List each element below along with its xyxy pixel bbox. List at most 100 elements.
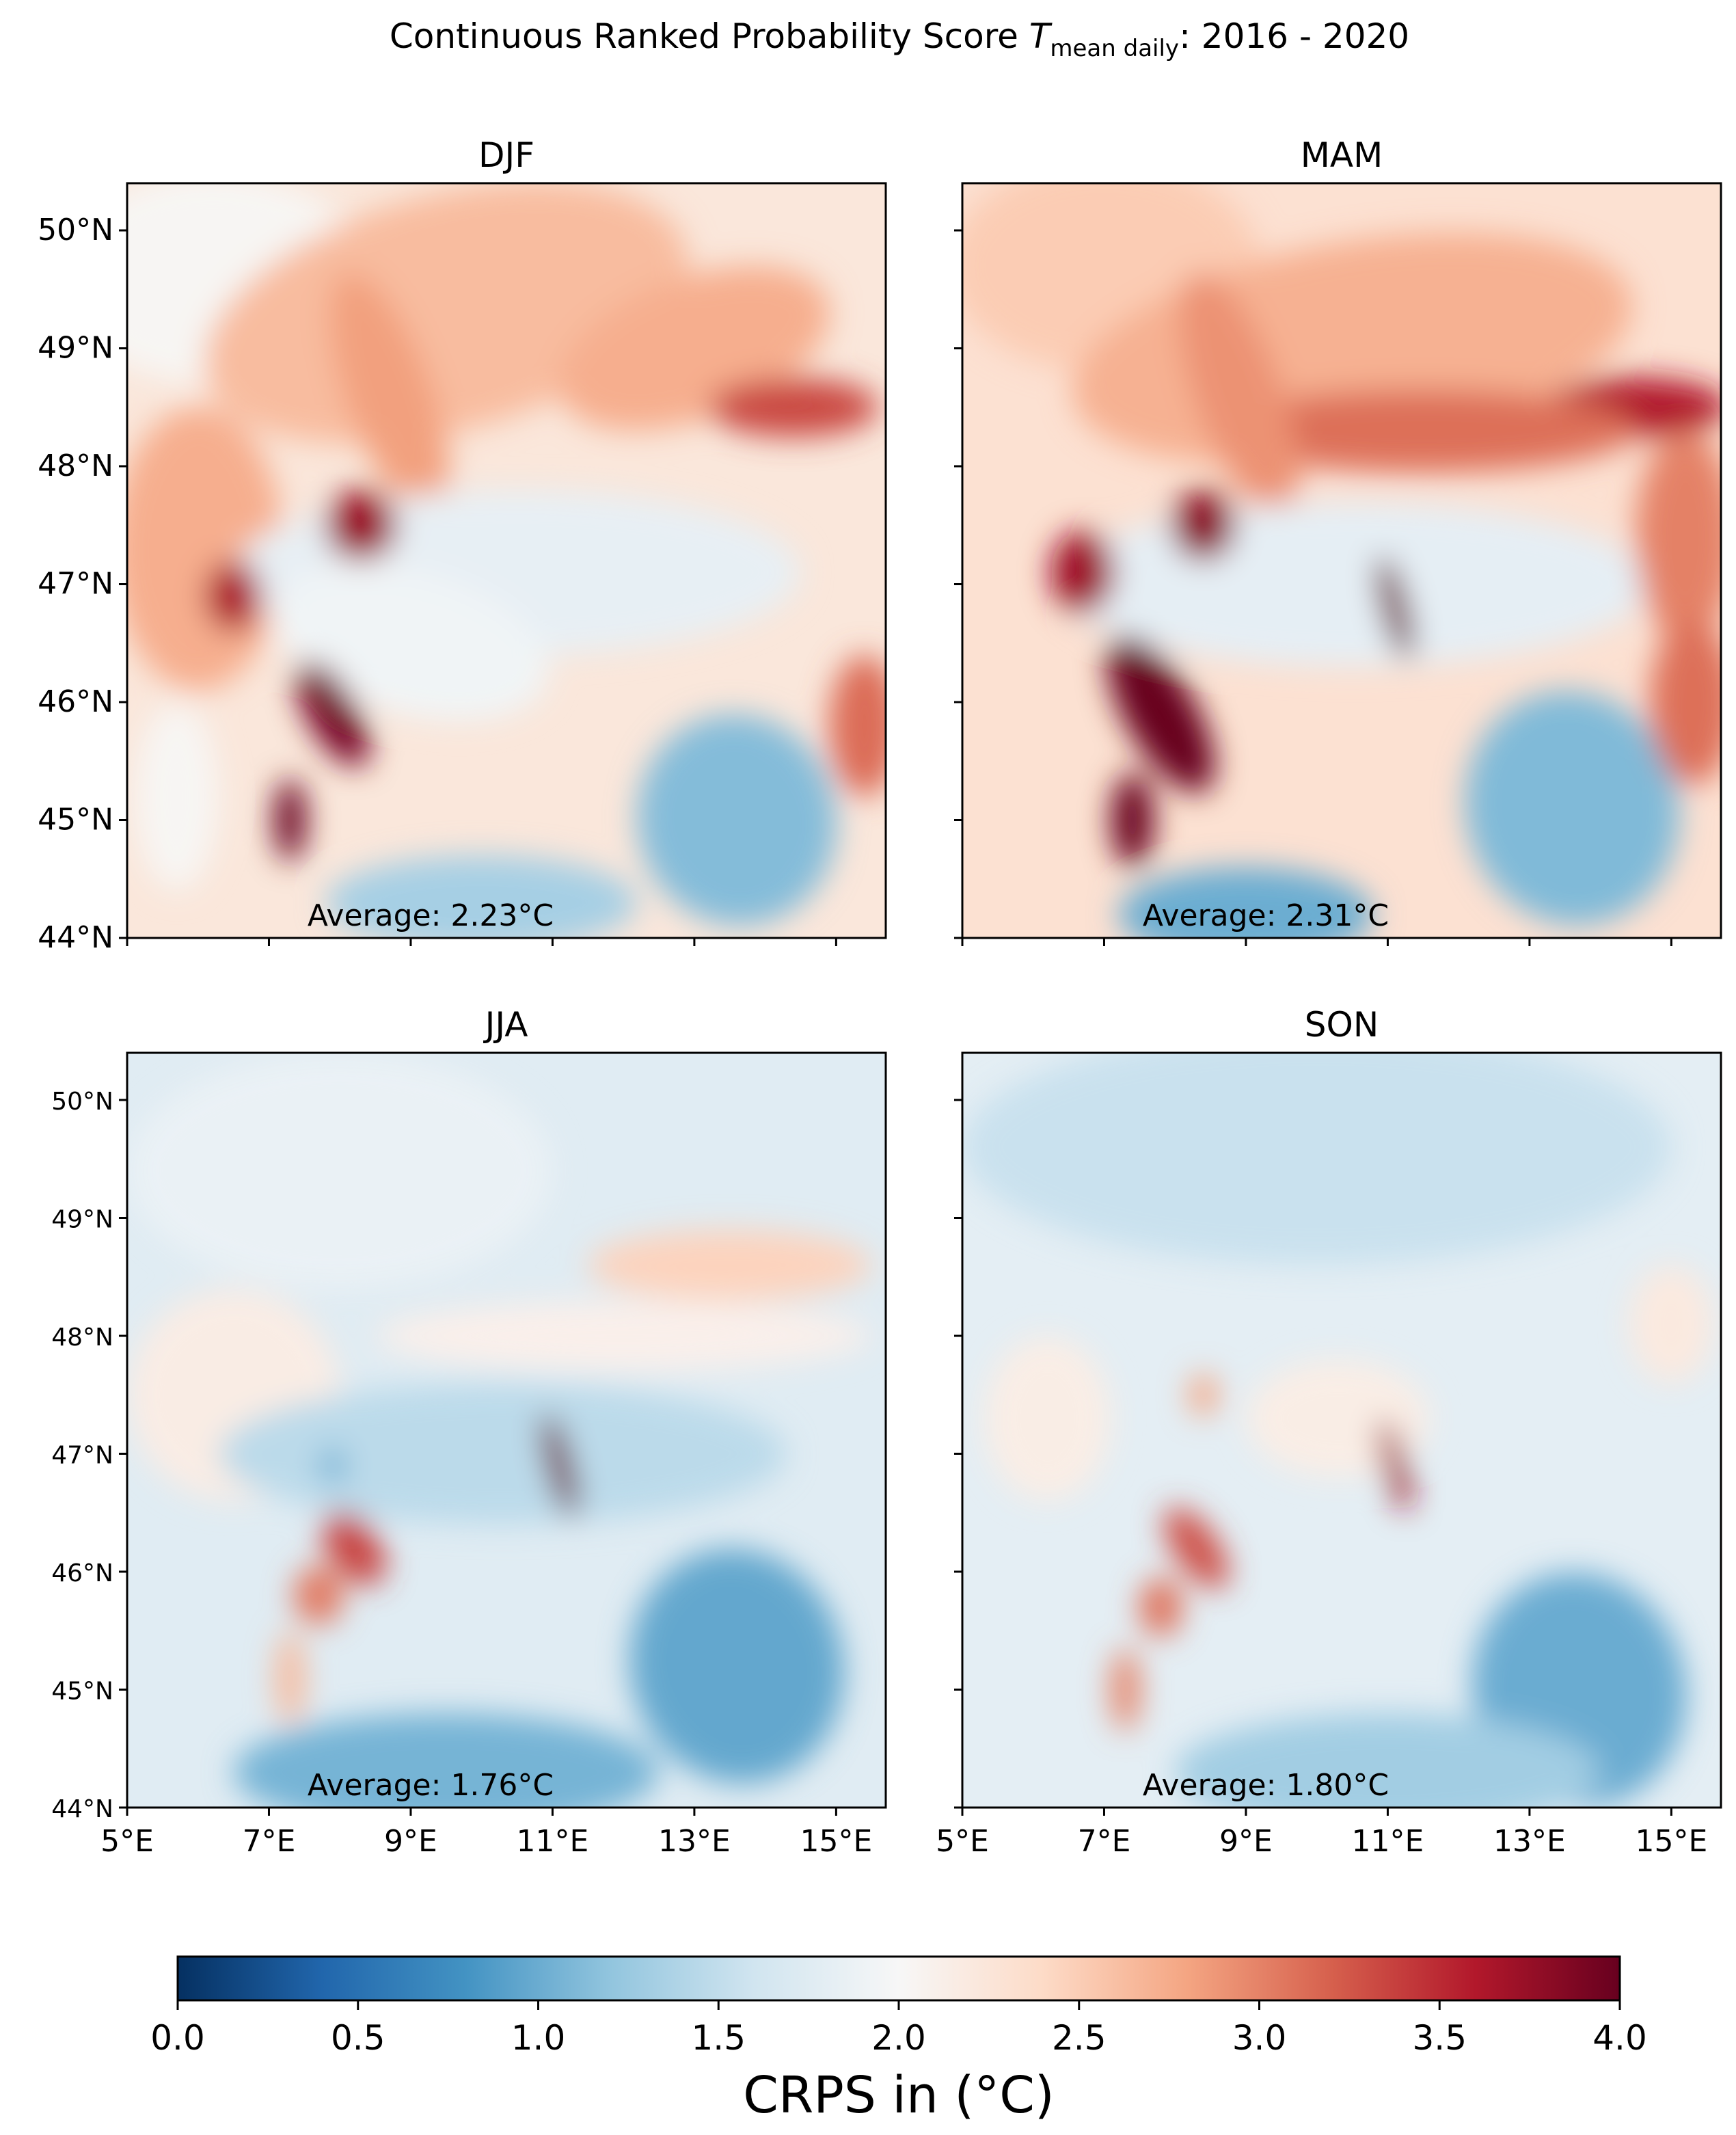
panel-son: SON Average: 1.80°C 5°E 7°E 9°E 11°E 13°E 15°E: [936, 1005, 1722, 1859]
heatmap-region: [219, 1383, 787, 1525]
colorbar-tick-label: 3.0: [1232, 2018, 1287, 2058]
y-tick-label: 46°N: [51, 1559, 113, 1587]
panel-title: DJF: [478, 135, 534, 175]
heatmap-region: [1636, 431, 1721, 643]
heatmap-region: [1179, 272, 1299, 519]
x-tick-label: 15°E: [800, 1824, 872, 1859]
colorbar-tick-label: 3.5: [1412, 2018, 1467, 2058]
panels: DJF Average: 2.23°C 44°N 45°N 46°N 47°N 48°N 49…: [38, 135, 1722, 1859]
y-tick-label: 45°N: [51, 1678, 113, 1706]
heatmap-region: [325, 855, 638, 938]
colorbar-tick-label: 0.0: [150, 2018, 205, 2058]
heatmap-region: [274, 779, 306, 861]
heatmap-regions: [962, 183, 1721, 938]
x-tick-label: 15°E: [1635, 1824, 1707, 1859]
y-tick-label: 48°N: [51, 1324, 113, 1352]
x-tick-label: 11°E: [517, 1824, 589, 1859]
x-tick-label: 5°E: [936, 1824, 989, 1859]
heatmap-field: [127, 1053, 886, 1808]
panel-average-label: Average: 1.76°C: [308, 1768, 554, 1803]
heatmap-regions: [127, 183, 886, 938]
panel-average-label: Average: 1.80°C: [1143, 1768, 1389, 1803]
heatmap-region: [1111, 1648, 1140, 1731]
heatmap-region: [1118, 867, 1374, 938]
heatmap-field: [962, 1053, 1721, 1808]
y-tick-label: 47°N: [51, 1442, 113, 1470]
heatmap-region: [318, 1447, 347, 1483]
panel-title: SON: [1305, 1005, 1379, 1045]
x-tick-label: 13°E: [658, 1824, 731, 1859]
heatmap-region: [375, 1300, 872, 1371]
heatmap-region: [1465, 690, 1679, 926]
heatmap-region: [1050, 531, 1115, 614]
heatmap-region: [205, 561, 262, 632]
heatmap-region: [1175, 1713, 1601, 1808]
x-tick-label: 9°E: [1219, 1824, 1273, 1859]
heatmap-region: [325, 489, 397, 561]
y-tick-label: 47°N: [38, 567, 113, 602]
colorbar-label: CRPS in (°C): [743, 2066, 1055, 2125]
y-tick-label: 44°N: [38, 920, 113, 955]
heatmap-region: [1107, 635, 1215, 793]
y-tick-label: 50°N: [38, 213, 113, 247]
heatmap-field: [962, 183, 1721, 938]
title-subscript: mean daily: [1050, 35, 1179, 62]
title-prefix: Continuous Ranked Probability Score: [390, 16, 1029, 56]
panel-title: MAM: [1301, 135, 1383, 175]
heatmap-region: [629, 1548, 844, 1784]
y-tick-label: 45°N: [38, 803, 113, 837]
heatmap-region: [962, 1053, 1672, 1265]
title-suffix: : 2016 - 2020: [1179, 16, 1409, 56]
heatmap-region: [134, 702, 219, 891]
colorbar-tick-label: 1.5: [691, 2018, 746, 2058]
x-tick-label: 5°E: [100, 1824, 154, 1859]
panel-title: JJA: [483, 1005, 528, 1045]
heatmap-region: [233, 1713, 659, 1808]
colorbar-tick-label: 2.0: [871, 2018, 926, 2058]
panel-frame: [961, 182, 1722, 939]
colorbar-ticks: 0.0 0.5 1.0 1.5 2.0 2.5 3.0 3.5 4.0: [150, 2000, 1647, 2058]
panel-frame: [126, 1051, 887, 1809]
colorbar-tick-label: 1.0: [511, 2018, 566, 2058]
colorbar-tick-label: 4.0: [1592, 2018, 1647, 2058]
y-tick-label: 48°N: [38, 448, 113, 483]
heatmap-region: [1171, 489, 1236, 561]
heatmap-regions: [127, 1053, 872, 1808]
heatmap-region: [293, 1566, 344, 1625]
heatmap-region: [829, 655, 886, 796]
colorbar-tick-label: 2.5: [1052, 2018, 1107, 2058]
panel-frame: [961, 1051, 1722, 1809]
y-tick-label: 46°N: [38, 684, 113, 719]
y-tick-label: 44°N: [51, 1795, 113, 1823]
colorbar-gradient: [176, 1955, 1621, 2002]
colorbar: 0.0 0.5 1.0 1.5 2.0 2.5 3.0 3.5 4.0 CRPS in (°C): [150, 1955, 1647, 2125]
heatmap-region: [1189, 1373, 1218, 1416]
heatmap-region: [296, 661, 370, 767]
heatmap-region: [329, 272, 450, 519]
heatmap-region: [272, 565, 550, 721]
heatmap-region: [984, 1336, 1111, 1501]
heatmap-region: [127, 1053, 553, 1289]
title-symbol: T: [1029, 16, 1053, 56]
heatmap-region: [1210, 389, 1636, 472]
x-tick-label: 7°E: [243, 1824, 296, 1859]
figure-title: Continuous Ranked Probability Score Tmea…: [390, 16, 1409, 62]
heatmap-region: [275, 1630, 305, 1726]
heatmap-regions: [962, 1053, 1714, 1808]
heatmap-region: [1650, 619, 1721, 785]
heatmap-region: [588, 1229, 872, 1301]
x-tick-label: 7°E: [1078, 1824, 1131, 1859]
heatmap-region: [1376, 556, 1413, 660]
panel-djf: DJF Average: 2.23°C 44°N 45°N 46°N 47°N 48°N 49…: [38, 135, 887, 955]
y-tick-label: 49°N: [38, 331, 113, 366]
colorbar-tick-label: 0.5: [331, 2018, 385, 2058]
heatmap-region: [1164, 1507, 1229, 1589]
y-tick-label: 49°N: [51, 1206, 113, 1234]
x-tick-label: 13°E: [1493, 1824, 1566, 1859]
panel-frame: [126, 182, 887, 939]
heatmap-region: [1629, 1265, 1714, 1383]
heatmap-region: [708, 377, 879, 437]
panel-average-label: Average: 2.23°C: [308, 898, 554, 933]
heatmap-region: [323, 1511, 385, 1585]
